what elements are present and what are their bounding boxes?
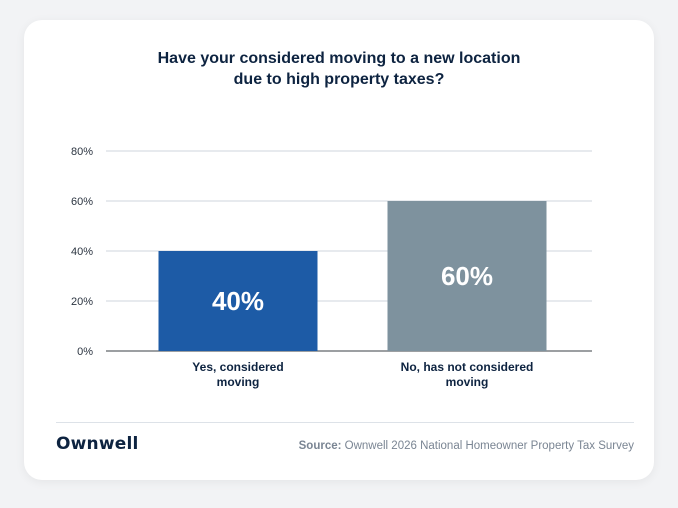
x-tick-label: No, has not considered: [401, 360, 534, 374]
chart-title: Have your considered moving to a new loc…: [0, 48, 678, 90]
source-label: Source:: [298, 440, 342, 452]
x-tick-label: moving: [217, 375, 260, 389]
y-tick-label: 20%: [71, 296, 93, 308]
source-text: Ownwell 2026 National Homeowner Property…: [344, 440, 634, 452]
x-tick-label: Yes, considered: [192, 360, 283, 374]
chart-card: [24, 20, 654, 480]
chart-title-line-2: due to high property taxes?: [233, 71, 445, 88]
brand-logo: Ownwell: [56, 434, 139, 454]
y-tick-label: 60%: [71, 196, 93, 208]
data-label: 60%: [441, 261, 493, 291]
y-tick-label: 80%: [71, 146, 93, 158]
x-tick-label: moving: [446, 375, 489, 389]
data-label: 40%: [212, 286, 264, 316]
bar: [387, 201, 547, 351]
y-tick-label: 40%: [71, 246, 93, 258]
source-note: Source: Ownwell 2026 National Homeowner …: [299, 440, 634, 452]
y-tick-label: 0%: [77, 346, 93, 358]
bar: [158, 251, 318, 351]
footer-divider: [56, 422, 634, 423]
chart-title-line-1: Have your considered moving to a new loc…: [157, 50, 521, 67]
